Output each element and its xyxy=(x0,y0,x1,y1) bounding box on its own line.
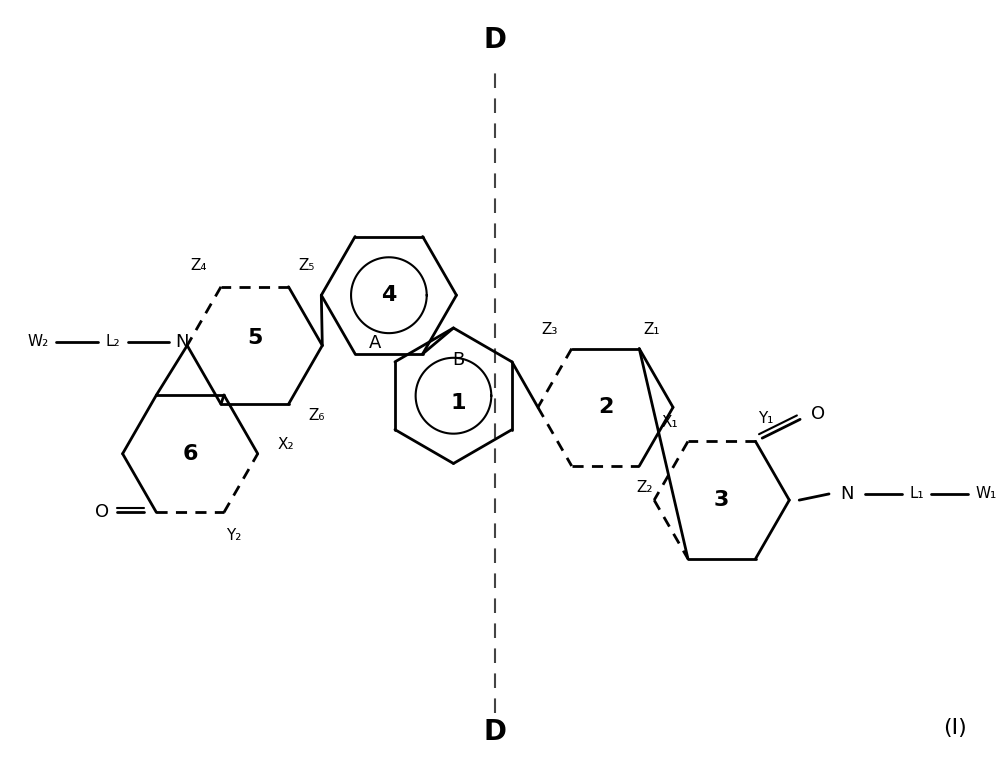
Text: L₂: L₂ xyxy=(105,334,120,349)
Text: N: N xyxy=(175,333,189,351)
Text: D: D xyxy=(484,718,507,746)
Text: A: A xyxy=(369,334,381,352)
Text: Z₂: Z₂ xyxy=(636,480,652,495)
Text: L₁: L₁ xyxy=(909,487,924,501)
Text: Z₁: Z₁ xyxy=(643,322,659,337)
Text: O: O xyxy=(811,405,825,424)
Text: W₁: W₁ xyxy=(975,487,997,501)
Text: (I): (I) xyxy=(943,719,967,738)
Text: 1: 1 xyxy=(451,393,466,414)
Text: X₁: X₁ xyxy=(662,414,678,430)
Text: 2: 2 xyxy=(598,397,613,417)
Text: 3: 3 xyxy=(714,490,729,510)
Text: 4: 4 xyxy=(381,286,397,305)
Text: Z₅: Z₅ xyxy=(298,258,315,272)
Text: Z₆: Z₆ xyxy=(308,408,325,423)
Text: X₂: X₂ xyxy=(277,437,294,452)
Text: N: N xyxy=(840,485,854,503)
Text: 5: 5 xyxy=(247,327,262,348)
Text: Y₂: Y₂ xyxy=(226,528,242,543)
Text: O: O xyxy=(95,504,109,521)
Text: B: B xyxy=(452,352,464,369)
Text: D: D xyxy=(484,26,507,54)
Text: Y₁: Y₁ xyxy=(758,411,773,426)
Text: W₂: W₂ xyxy=(28,334,49,349)
Text: Z₃: Z₃ xyxy=(542,322,558,337)
Text: 6: 6 xyxy=(182,444,198,464)
Text: Z₄: Z₄ xyxy=(191,258,207,272)
